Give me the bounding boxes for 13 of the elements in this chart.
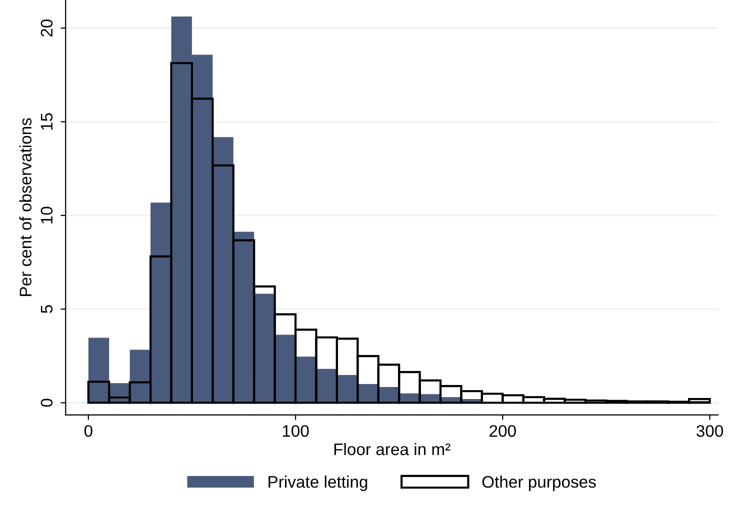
x-tick-label: 0 <box>84 425 92 437</box>
x-tick-label: 100 <box>282 425 309 437</box>
legend-label: Private letting <box>268 476 368 492</box>
y-tick-label: 20 <box>40 19 53 37</box>
x-tick-label: 300 <box>696 425 724 437</box>
y-tick-label: 10 <box>40 206 53 224</box>
legend-label: Other purposes <box>482 476 596 492</box>
y-axis-title: Per cent of observations <box>19 118 32 296</box>
y-tick-label: 15 <box>40 113 53 130</box>
x-axis-title: Floor area in m² <box>334 442 450 456</box>
x-tick-label: 200 <box>490 425 516 437</box>
y-tick-label: 0 <box>40 398 53 407</box>
y-tick-label: 5 <box>40 305 53 314</box>
